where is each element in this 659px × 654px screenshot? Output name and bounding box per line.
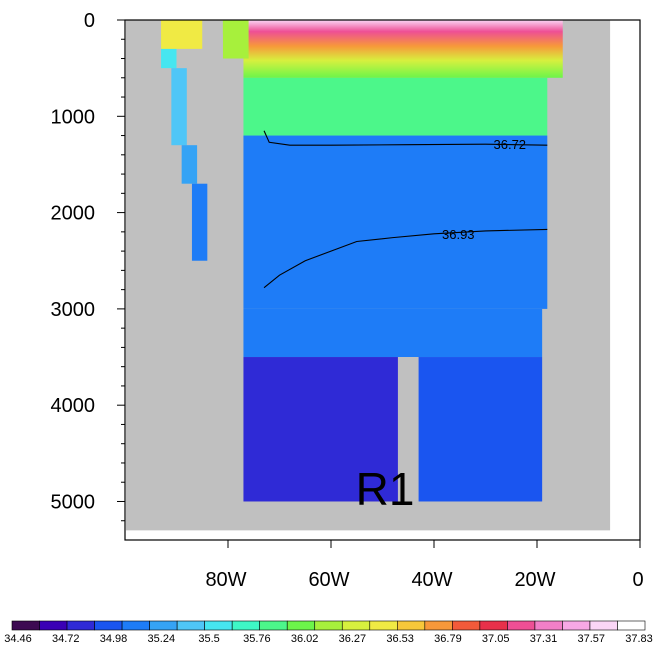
contour-lines: 36.72 36.93 (263, 130, 548, 289)
x-tick-label: 60W (308, 569, 349, 591)
colorbar-swatch (369, 620, 398, 631)
colorbar-swatch (534, 620, 563, 631)
contour-line (263, 228, 548, 289)
colorbar-label: 34.98 (100, 633, 128, 645)
colorbar-label: 36.27 (339, 633, 367, 645)
axes-frame (124, 19, 641, 541)
x-tick-label: 40W (411, 569, 452, 591)
western-surface (161, 20, 203, 49)
colorbar-swatch (286, 620, 316, 631)
y-tick-label: 0 (84, 10, 95, 32)
colorbar-swatch (314, 620, 343, 631)
ocean-field (181, 145, 198, 184)
colorbar-label: 37.83 (625, 633, 653, 645)
colorbar-label: 35.76 (243, 633, 271, 645)
colorbar-swatch (66, 620, 95, 631)
colorbar-swatch (231, 620, 260, 631)
ocean-field (243, 77, 548, 136)
ocean-field (243, 308, 543, 358)
contour-label: 36.72 (494, 137, 527, 152)
colorbar-swatch (204, 620, 233, 631)
colorbar-label: 34.46 (4, 633, 32, 645)
x-tick-label: 80W (205, 569, 246, 591)
y-tick-label: 3000 (51, 299, 96, 321)
colorbar-label: 37.57 (577, 633, 605, 645)
ocean-field (418, 357, 543, 502)
ridge-surface (222, 20, 249, 59)
colorbar-swatch (176, 620, 205, 631)
ocean-field (191, 183, 208, 261)
plot-area (126, 20, 611, 531)
colorbar-label: 36.53 (386, 633, 414, 645)
colorbar-swatch (452, 620, 481, 631)
ocean-field (243, 135, 548, 309)
x-tick-label: 0 (632, 569, 643, 591)
colorbar-swatch (589, 620, 618, 631)
axes: 80W 60W 40W 20W 0 0 1000 2000 3000 4000 5000 (51, 10, 644, 591)
colorbar-swatch (94, 620, 123, 631)
colorbar-swatch (397, 620, 426, 631)
x-tick-label: 20W (514, 569, 555, 591)
colorbar-swatch (617, 620, 646, 631)
colorbar-label: 36.02 (291, 633, 319, 645)
colorbar-label: 37.31 (530, 633, 558, 645)
colorbar-swatch (479, 620, 508, 631)
colorbar-swatch (39, 620, 68, 631)
colorbar-swatch (149, 620, 178, 631)
surface-layer (243, 20, 563, 78)
contour-line (263, 130, 548, 146)
y-tick-label: 5000 (51, 491, 96, 513)
ridge-land (207, 34, 223, 526)
colorbar-swatch (562, 620, 591, 631)
colorbar-swatch (121, 620, 150, 631)
colorbar-label: 36.79 (434, 633, 462, 645)
colorbar-swatch (11, 620, 40, 631)
colorbar-swatch (507, 620, 536, 631)
contour-label: 36.93 (442, 227, 475, 242)
colorbar-label: 35.5 (198, 633, 219, 645)
y-tick-label: 4000 (51, 395, 96, 417)
mid-ridge (397, 357, 419, 502)
colorbar-swatch (424, 620, 453, 631)
ocean-field (171, 68, 187, 146)
colorbar: 34.46 34.72 34.98 35.24 35.5 35.76 36.02 36.27 3… (4, 620, 653, 645)
colorbar-label: 37.05 (482, 633, 510, 645)
colorbar-label: 35.24 (148, 633, 176, 645)
ocean-field (243, 357, 398, 502)
colorbar-swatch (259, 620, 288, 631)
y-tick-label: 2000 (51, 203, 96, 225)
panel-label: R1 (356, 463, 415, 515)
colorbar-label: 34.72 (52, 633, 80, 645)
y-tick-label: 1000 (51, 106, 96, 128)
colorbar-swatch (341, 620, 371, 631)
